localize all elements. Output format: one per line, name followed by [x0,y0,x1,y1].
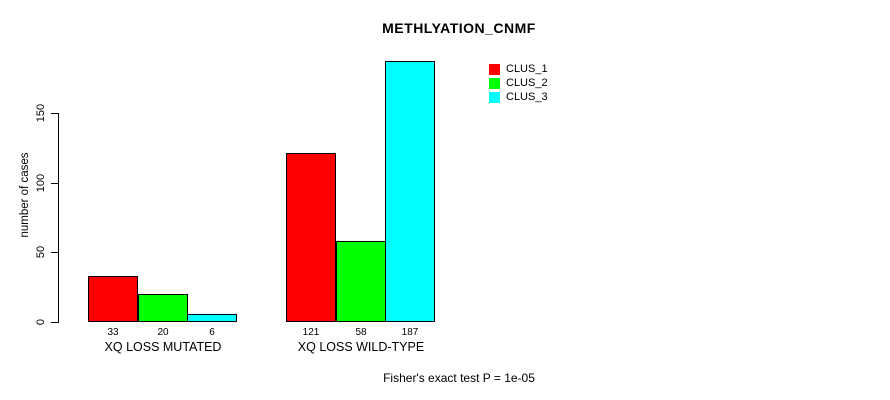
bar [187,314,237,322]
bar-value-label: 187 [401,327,419,338]
bar [286,153,336,322]
bar-value-label: 58 [355,327,367,338]
bar-value-label: 20 [157,327,169,338]
y-axis [58,113,59,323]
tick-label: 150 [35,103,47,123]
tick-label: 50 [35,245,47,259]
legend: CLUS_1 CLUS_2 CLUS_3 [489,62,548,104]
legend-label: CLUS_1 [506,63,548,75]
tick-mark [51,322,58,323]
group-label: XQ LOSS WILD-TYPE [297,340,425,354]
tick-label: 100 [35,173,47,193]
y-axis-label: number of cases [19,152,31,238]
bar [336,241,386,322]
bar-value-label: 33 [107,327,119,338]
bar [88,276,138,322]
chart-title: METHLYATION_CNMF [382,20,536,36]
legend-item: CLUS_3 [489,90,548,104]
group-label: XQ LOSS MUTATED [104,340,222,354]
tick-mark [51,252,58,253]
tick-label: 0 [35,318,47,326]
legend-item: CLUS_1 [489,62,548,76]
bar [385,61,435,322]
bar [138,294,188,322]
legend-swatch [489,77,500,89]
legend-label: CLUS_2 [506,77,548,89]
bar-value-label: 121 [302,327,320,338]
legend-label: CLUS_3 [506,91,548,103]
legend-swatch [489,63,500,75]
legend-item: CLUS_2 [489,76,548,90]
footnote: Fisher's exact test P = 1e-05 [383,371,535,385]
tick-mark [51,113,58,114]
legend-swatch [489,91,500,103]
tick-mark [51,183,58,184]
bar-value-label: 6 [209,327,215,338]
